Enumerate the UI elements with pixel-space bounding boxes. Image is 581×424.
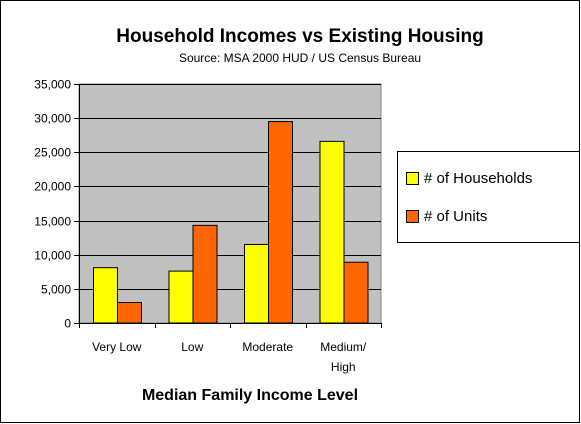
y-tick-label: 10,000 xyxy=(34,249,71,263)
legend: # of Households # of Units xyxy=(397,151,580,243)
bars xyxy=(93,121,369,324)
legend-swatch xyxy=(406,171,419,185)
x-tick-label: Moderate xyxy=(242,340,293,354)
x-tick-label: Very Low xyxy=(92,340,142,354)
y-tick-label: 20,000 xyxy=(34,180,71,194)
y-tick-label: 25,000 xyxy=(34,146,71,160)
legend-label: # of Units xyxy=(424,207,488,225)
y-tick-label: 35,000 xyxy=(34,78,71,92)
chart-title: Household Incomes vs Existing Housing xyxy=(116,26,483,47)
legend-item: # of Households xyxy=(406,168,532,188)
x-tick-label: Medium/High xyxy=(320,340,367,374)
y-tick-label: 15,000 xyxy=(34,215,71,229)
bar-households xyxy=(168,270,194,324)
bar-units xyxy=(343,261,369,324)
y-axis-ticks: 0 5,000 10,000 15,000 20,000 25,000 30,000 35,0… xyxy=(34,78,79,331)
x-axis-title: Median Family Income Level xyxy=(142,387,358,404)
bar-households xyxy=(319,140,345,324)
legend-item: # of Units xyxy=(406,206,487,226)
bar-units xyxy=(117,302,142,324)
y-tick-label: 0 xyxy=(64,317,71,331)
legend-label: # of Households xyxy=(424,169,533,187)
x-axis-ticks: Very Low Low Moderate Medium/High xyxy=(79,323,382,374)
chart-subtitle: Source: MSA 2000 HUD / US Census Bureau xyxy=(179,51,421,65)
bar-households xyxy=(93,267,118,324)
bar-units xyxy=(192,224,218,324)
y-tick-label: 5,000 xyxy=(41,283,71,297)
legend-swatch xyxy=(406,209,419,223)
y-tick-label: 30,000 xyxy=(34,112,71,126)
bar-units xyxy=(268,121,293,324)
bar-households xyxy=(244,243,269,324)
x-tick-label: Low xyxy=(181,340,203,354)
